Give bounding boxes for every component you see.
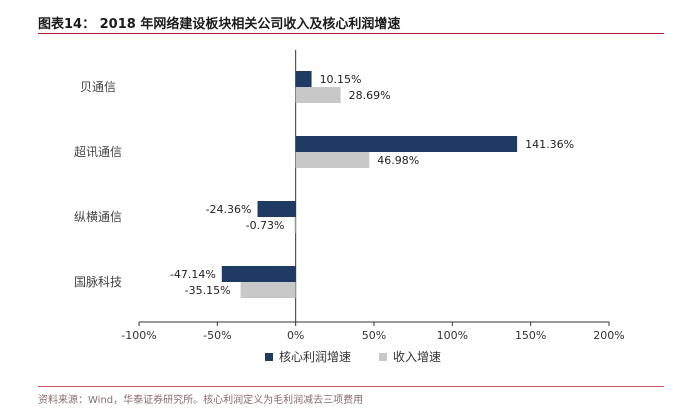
bar xyxy=(240,282,296,298)
source-note: 资料来源：Wind，华泰证券研究所。核心利润定义为毛利润减去三项费用 xyxy=(38,395,364,406)
x-tick-label: 100% xyxy=(437,329,468,342)
chart-title: 图表14： 2018 年网络建设板块相关公司收入及核心利润增速 xyxy=(38,17,401,32)
bar xyxy=(295,136,518,152)
data-label: -35.15% xyxy=(185,284,231,297)
title-rule xyxy=(38,33,664,34)
legend-swatch xyxy=(379,353,387,361)
data-label: -0.73% xyxy=(246,219,285,232)
data-label: 28.69% xyxy=(349,89,391,102)
category-label: 纵横通信 xyxy=(74,210,122,224)
x-tick-label: -50% xyxy=(203,329,231,342)
legend-label: 核心利润增速 xyxy=(279,350,351,364)
x-tick-label: -100% xyxy=(121,329,156,342)
category-label: 超讯通信 xyxy=(74,144,122,159)
data-label: 46.98% xyxy=(377,154,419,167)
category-label: 贝通信 xyxy=(80,80,116,94)
bar xyxy=(295,71,312,87)
bar xyxy=(295,152,370,168)
source-rule xyxy=(38,386,664,387)
x-tick-label: 0% xyxy=(287,329,304,342)
bar xyxy=(294,217,296,233)
bar xyxy=(257,201,296,217)
x-tick-label: 150% xyxy=(515,329,546,342)
bar xyxy=(295,87,341,103)
legend-label: 收入增速 xyxy=(393,350,441,364)
data-label: 10.15% xyxy=(320,73,362,86)
x-tick-label: 50% xyxy=(362,329,386,342)
data-label: -24.36% xyxy=(206,203,252,216)
data-label: -47.14% xyxy=(170,268,216,281)
bar xyxy=(221,266,296,282)
legend-swatch xyxy=(265,353,273,361)
x-tick-label: 200% xyxy=(593,329,624,342)
category-label: 国脉科技 xyxy=(74,274,122,289)
data-label: 141.36% xyxy=(525,138,574,151)
